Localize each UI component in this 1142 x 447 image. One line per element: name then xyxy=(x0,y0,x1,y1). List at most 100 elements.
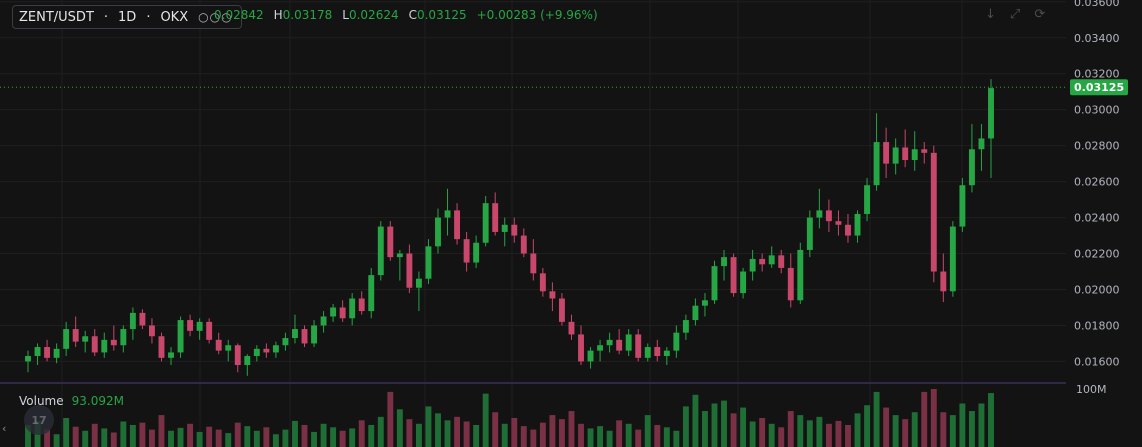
candle-body xyxy=(215,339,222,351)
volume-bar xyxy=(292,420,298,447)
volume-bar xyxy=(520,426,527,447)
volume-bar xyxy=(435,413,441,447)
candle-body xyxy=(625,334,632,351)
candle-body xyxy=(606,339,613,346)
candle-body xyxy=(587,350,594,362)
candle-body xyxy=(282,338,289,346)
volume-bar xyxy=(759,418,766,447)
candle-body xyxy=(902,147,909,161)
candle-body xyxy=(883,142,890,164)
volume-bar xyxy=(682,406,689,447)
ohlc-legend: 0.02842 H0.03178 L0.02624 C0.03125 +0.00… xyxy=(214,8,598,22)
volume-bar xyxy=(425,406,432,447)
candle-body xyxy=(635,334,642,358)
volume-bar xyxy=(949,415,956,447)
candle-body xyxy=(82,336,89,342)
close-value: 0.03125 xyxy=(416,8,467,22)
change-value: +0.00283 (+9.96%) xyxy=(476,8,598,22)
volume-bar xyxy=(539,422,546,447)
volume-bar xyxy=(25,424,31,447)
candle-body xyxy=(511,224,518,236)
fullscreen-icon[interactable]: ⤢ xyxy=(1009,7,1021,22)
volume-bar xyxy=(902,419,909,447)
candle-body xyxy=(568,321,575,335)
volume-bar xyxy=(454,416,461,447)
collapse-arrow-icon[interactable]: ‹ xyxy=(2,422,7,435)
candle-body xyxy=(358,298,365,312)
title-separator-2: · xyxy=(146,9,151,25)
candle-body xyxy=(921,149,928,153)
candle-body xyxy=(692,305,699,321)
volume-bar xyxy=(558,419,565,447)
volume-axis-label: 100M xyxy=(1076,383,1107,396)
volume-bar xyxy=(253,430,260,447)
volume-bar xyxy=(635,429,642,447)
candle-body xyxy=(148,325,155,337)
candle-body xyxy=(501,224,508,232)
candle-body xyxy=(539,273,546,292)
volume-bar xyxy=(482,393,489,447)
candle-body xyxy=(558,298,565,322)
volume-bar xyxy=(82,430,89,447)
candle-body xyxy=(177,320,184,353)
volume-bar xyxy=(978,403,985,447)
volume-bar xyxy=(396,409,403,447)
volume-bar xyxy=(597,426,604,447)
candle-body xyxy=(196,321,203,331)
candle-body xyxy=(482,203,489,243)
settings-icon[interactable]: ⟳ xyxy=(1034,7,1046,22)
title-separator-1: · xyxy=(103,9,109,25)
volume-bar xyxy=(215,429,222,447)
volume-bar xyxy=(368,424,375,447)
candle-body xyxy=(473,242,480,263)
candle-body xyxy=(53,348,60,358)
candle-body xyxy=(835,221,842,225)
volume-bar xyxy=(930,389,937,447)
y-tick-label: 0.03200 xyxy=(1074,68,1120,81)
candle-body xyxy=(968,149,975,186)
volume-label: Volume xyxy=(19,394,64,408)
candle-body xyxy=(702,300,708,306)
volume-bar xyxy=(72,426,79,447)
candle-body xyxy=(34,347,41,357)
volume-bar xyxy=(692,394,699,447)
volume-bar xyxy=(749,421,756,447)
volume-bar xyxy=(778,427,785,447)
volume-bars xyxy=(25,389,994,447)
volume-bar xyxy=(730,413,737,447)
candle-body xyxy=(873,142,880,186)
candle-body xyxy=(425,246,432,279)
y-tick-label: 0.02800 xyxy=(1074,140,1120,153)
candle-body xyxy=(892,147,899,164)
volume-bar xyxy=(616,420,623,447)
download-icon[interactable]: ↓ xyxy=(985,7,996,22)
tradingview-logo-icon[interactable]: 17 xyxy=(24,405,54,435)
more-dots-icon[interactable]: ○○○ xyxy=(198,10,233,24)
volume-bar xyxy=(463,421,470,447)
candle-body xyxy=(139,312,146,326)
symbol-title[interactable]: ZENT/USDT · 1D · OKX ○○○ xyxy=(12,5,242,29)
candle-body xyxy=(845,224,851,236)
candle-body xyxy=(168,352,174,358)
volume-bar xyxy=(721,400,727,447)
candle-body xyxy=(349,298,356,319)
volume-bar xyxy=(663,427,670,447)
open-value: 0.02842 xyxy=(214,8,264,22)
volume-bar xyxy=(644,415,651,447)
candle-body xyxy=(91,336,98,353)
candle-body xyxy=(129,312,136,330)
volume-bar xyxy=(625,423,632,447)
candle-body xyxy=(864,185,871,214)
y-tick-label: 0.02000 xyxy=(1074,283,1120,296)
price-axis[interactable]: 0.01600 0.01800 0.02000 0.02200 0.02400 0.026… xyxy=(1070,0,1128,396)
volume-bar xyxy=(549,415,556,447)
volume-bar xyxy=(120,421,127,447)
volume-bar xyxy=(892,415,899,447)
volume-bar xyxy=(91,423,98,447)
volume-bar xyxy=(187,423,194,447)
volume-bar xyxy=(234,422,241,447)
candle-body xyxy=(787,267,794,301)
volume-legend: Volume 93.092M xyxy=(19,394,124,408)
volume-bar xyxy=(339,430,346,447)
